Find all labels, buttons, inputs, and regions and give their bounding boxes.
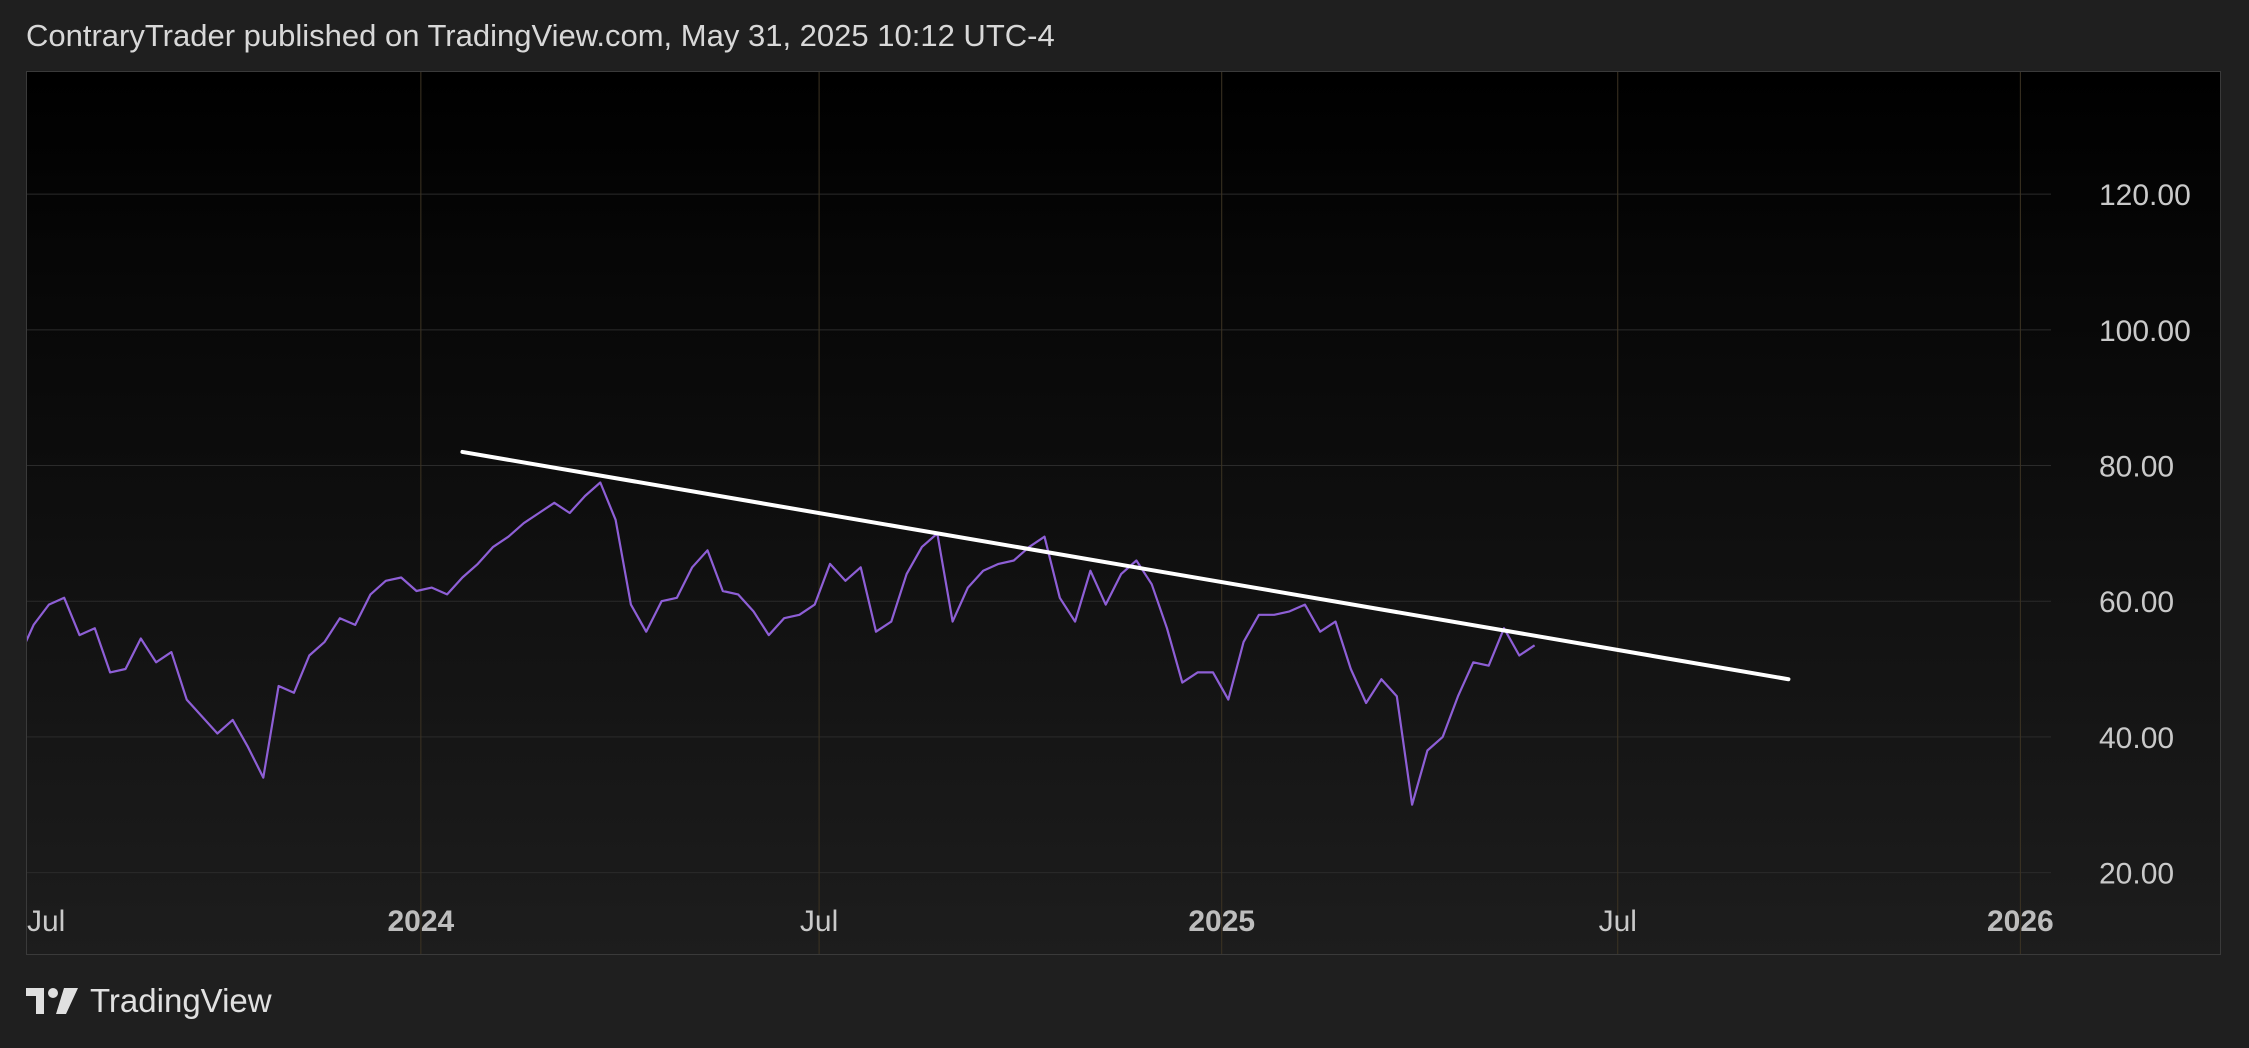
grid [27, 72, 2051, 954]
x-tick-label: 2024 [387, 905, 454, 938]
series-layer [27, 481, 1536, 806]
price-line [27, 481, 1536, 806]
y-tick-label: 80.00 [2099, 451, 2174, 484]
brand-name: TradingView [90, 982, 272, 1019]
trendline-layer [460, 449, 1791, 682]
chart-panel[interactable]: 120.00 100.00 80.00 60.00 40.00 20.00 Jul 2024… [26, 71, 2221, 955]
price-chart[interactable]: 120.00 100.00 80.00 60.00 40.00 20.00 Jul 2024… [27, 72, 2220, 954]
x-tick-label: Jul [1599, 905, 1637, 938]
trendline [460, 449, 1791, 682]
publish-info: ContraryTrader published on TradingView.… [26, 18, 1055, 53]
y-tick-label: 40.00 [2099, 722, 2174, 755]
x-tick-label: 2026 [1987, 905, 2054, 938]
x-tick-label: 2025 [1188, 905, 1255, 938]
chart-background [27, 72, 2220, 954]
tradingview-logo-icon [26, 988, 78, 1014]
x-tick-label: Jul [800, 905, 838, 938]
y-tick-label: 120.00 [2099, 179, 2191, 212]
x-axis: Jul 2024 Jul 2025 Jul 2026 [27, 905, 2054, 938]
y-tick-label: 20.00 [2099, 858, 2174, 891]
y-tick-label: 100.00 [2099, 315, 2191, 348]
x-tick-label: Jul [27, 905, 65, 938]
footer-brand[interactable]: TradingView [26, 982, 272, 1020]
y-axis: 120.00 100.00 80.00 60.00 40.00 20.00 [2099, 179, 2191, 890]
y-tick-label: 60.00 [2099, 586, 2174, 619]
